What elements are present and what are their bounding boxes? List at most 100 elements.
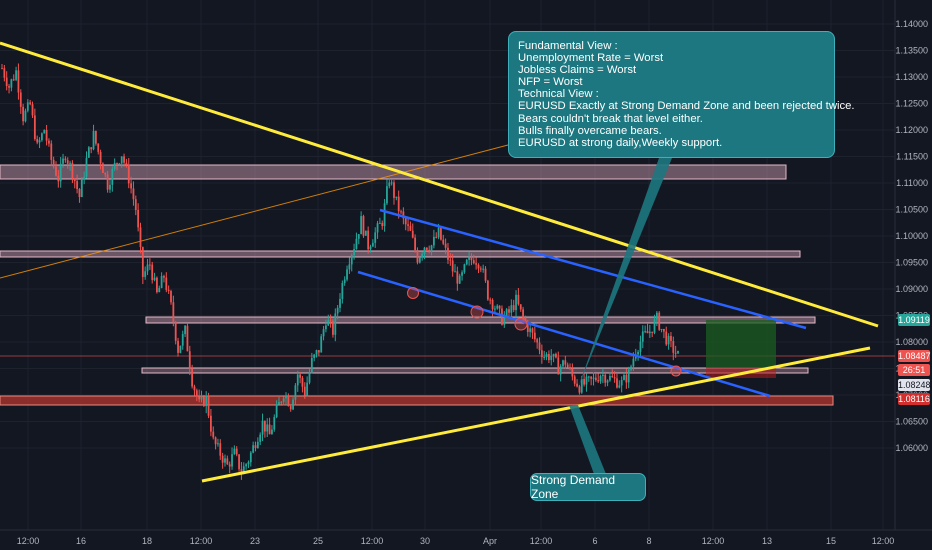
candle-body (163, 276, 165, 278)
candle-body (62, 158, 64, 164)
candle-body (562, 360, 564, 367)
candle-body (104, 172, 107, 175)
candle-body (552, 353, 555, 357)
x-tick-label: 12:00 (872, 536, 895, 546)
candle-body (165, 277, 168, 290)
candle-body (33, 115, 36, 140)
candle-body (613, 377, 616, 379)
y-tick-label: 1.10500 (895, 205, 928, 215)
candle-body (137, 209, 140, 228)
x-tick-label: 30 (420, 536, 430, 546)
candle-body (630, 366, 632, 370)
candle-body (85, 157, 88, 177)
x-tick-label: 13 (762, 536, 772, 546)
candle-body (214, 437, 217, 445)
candle-body (336, 307, 339, 314)
candle-body (8, 86, 10, 88)
candle-body (315, 350, 318, 355)
candle-body (564, 360, 567, 365)
candle-body (186, 325, 189, 352)
candle-body (249, 452, 252, 463)
candle-body (26, 102, 29, 111)
candle-body (357, 234, 360, 239)
candle-body (153, 277, 156, 281)
candle-body (580, 379, 583, 393)
candle-body (146, 264, 149, 272)
candle-body (132, 188, 135, 200)
candle-body (590, 376, 593, 379)
candle-body (282, 398, 285, 402)
candle-body (655, 312, 658, 320)
resistance-zone-top (0, 164, 787, 180)
candle-body (325, 325, 327, 330)
candle-body (557, 357, 560, 375)
candle-body (508, 309, 510, 313)
candle-body (573, 376, 576, 384)
rejection-marker (514, 317, 528, 331)
candle-body (414, 237, 417, 251)
x-tick-label: 6 (592, 536, 597, 546)
candle-body (24, 110, 27, 122)
candle-body (677, 350, 679, 354)
y-tick-label: 1.14000 (895, 19, 928, 29)
candle-body (510, 305, 513, 313)
note-line: Bears couldn't break that level either. (518, 112, 703, 125)
candle-body (94, 130, 97, 144)
candle-body (254, 445, 257, 449)
candle-body (151, 264, 154, 281)
candle-body (334, 313, 337, 335)
candle-body (273, 417, 276, 430)
candle-body (172, 302, 175, 323)
candle-body (632, 358, 635, 367)
candle-body (369, 246, 372, 250)
candle-body (486, 280, 489, 300)
candle-body (306, 382, 309, 396)
candle-body (663, 329, 665, 332)
candle-body (442, 239, 445, 244)
candle-body (637, 351, 639, 355)
candle-body (496, 305, 499, 309)
candle-body (601, 374, 604, 377)
candle-body (247, 462, 250, 465)
y-tick-label: 1.09500 (895, 258, 928, 268)
candle-body (238, 454, 240, 470)
candle-body (482, 268, 485, 270)
candle-body (339, 298, 341, 308)
candle-body (498, 305, 501, 309)
candle-body (64, 158, 67, 161)
candle-body (294, 385, 297, 400)
candle-body (97, 143, 100, 152)
candle-body (263, 420, 266, 432)
candle-body (578, 386, 581, 393)
candle-body (5, 77, 8, 87)
candle-body (78, 189, 81, 198)
candle-body (430, 245, 433, 251)
candle-body (99, 151, 102, 164)
candle-body (411, 230, 414, 238)
candle-body (299, 374, 301, 378)
candle-body (489, 299, 492, 301)
candle-body (332, 320, 334, 335)
candle-body (536, 339, 539, 343)
candle-body (559, 366, 562, 375)
candle-body (461, 272, 463, 276)
candle-body (256, 441, 259, 449)
candle-body (479, 268, 482, 270)
candle-body (540, 350, 543, 357)
rejection-marker (670, 365, 682, 377)
candle-body (395, 196, 398, 198)
candle-body (472, 260, 475, 264)
candle-body (393, 182, 395, 198)
candle-body (144, 271, 147, 277)
candle-body (174, 322, 177, 341)
candle-body (268, 424, 271, 435)
candle-body (224, 458, 226, 463)
candle-body (623, 375, 625, 380)
candle-body (221, 455, 224, 463)
candle-body (10, 79, 13, 88)
candle-body (428, 249, 431, 251)
candle-body (106, 174, 109, 190)
candle-body (240, 469, 243, 474)
candle-body (447, 247, 449, 260)
candle-body (667, 335, 670, 345)
